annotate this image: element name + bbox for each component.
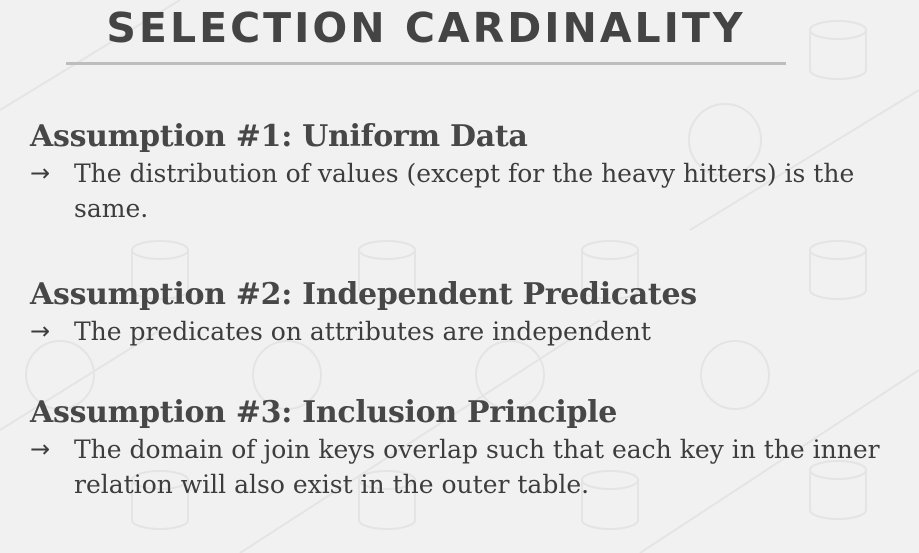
- database-icon: [809, 240, 867, 300]
- database-icon: [358, 470, 416, 530]
- assumption-heading: Assumption #3: Inclusion Principle: [30, 395, 618, 430]
- skull-icon: [700, 340, 770, 410]
- database-icon: [131, 470, 189, 530]
- assumption-bullet: → The distribution of values (except for…: [30, 156, 890, 226]
- arrow-icon: →: [30, 317, 51, 345]
- skull-icon: [25, 340, 95, 410]
- database-icon: [809, 460, 867, 520]
- database-icon: [809, 20, 867, 80]
- assumption-bullet: → The predicates on attributes are indep…: [30, 314, 890, 349]
- assumption-bullet: → The domain of join keys overlap such t…: [30, 432, 890, 502]
- assumption-3: Assumption #3: Inclusion Principle → The…: [30, 394, 890, 502]
- database-icon: [581, 240, 639, 300]
- bullet-text: The domain of join keys overlap such tha…: [74, 435, 880, 499]
- assumption-2: Assumption #2: Independent Predicates → …: [30, 276, 890, 349]
- skull-icon: [475, 340, 545, 410]
- database-icon: [358, 240, 416, 300]
- slide-title: SELECTION CARDINALITY: [106, 4, 746, 52]
- skull-icon: [688, 103, 762, 177]
- assumption-heading: Assumption #2: Independent Predicates: [30, 277, 697, 312]
- bullet-text: The distribution of values (except for t…: [74, 159, 855, 223]
- arrow-icon: →: [30, 159, 51, 187]
- title-divider: [66, 62, 786, 65]
- arrow-icon: →: [30, 435, 51, 463]
- bullet-text: The predicates on attributes are indepen…: [74, 317, 651, 346]
- skull-icon: [252, 340, 322, 410]
- assumption-heading: Assumption #1: Uniform Data: [30, 119, 528, 154]
- assumption-1: Assumption #1: Uniform Data → The distri…: [30, 118, 890, 226]
- database-icon: [131, 240, 189, 300]
- database-icon: [581, 470, 639, 530]
